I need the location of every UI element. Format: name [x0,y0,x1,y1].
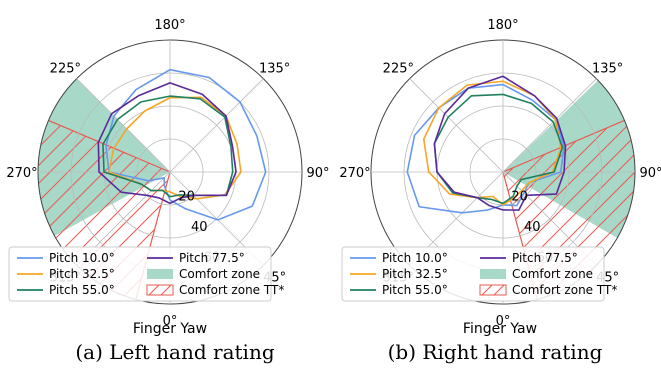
theta-tick-label: 0° [163,314,178,329]
legend-label: Comfort zone TT* [179,283,284,297]
legend-label: Pitch 77.5° [512,251,578,265]
legend-label: Pitch 32.5° [382,267,448,281]
legend-box [8,246,272,302]
spoke-135 [502,78,597,173]
hatch-line [137,120,170,300]
legend-swatch-hatch [160,284,172,296]
hatch-line [119,120,170,300]
legend-box [341,246,605,302]
legend-0: Pitch 10.0° Pitch 32.5° Pitch 55.0° Pitch 7… [8,246,284,302]
legend-swatch [479,284,507,296]
hatch-line [503,120,530,300]
theta-tick-label: 90° [639,166,661,181]
spoke-135 [169,78,264,173]
theta-tick-label: 180° [154,18,185,33]
series-line-1-1 [422,80,562,206]
r-tick-label: 20 [511,189,528,204]
legend-swatch-hatch [148,284,160,296]
r-tick-label: 40 [191,220,208,235]
x-axis-label-right: Finger Yaw [462,321,538,337]
legend-swatch [147,269,173,279]
x-axis-label-left: Finger Yaw [132,321,208,337]
legend-label: Comfort zone [179,267,260,281]
theta-tick-label: 180° [487,18,518,33]
legend-label: Comfort zone [512,267,593,281]
series-line-0-3 [97,82,237,205]
hatch-line [174,0,574,372]
theta-tick-label: 135° [592,61,623,76]
caption-right: (b) Right hand rating [387,340,603,364]
theta-tick-label: 90° [306,166,329,181]
legend-swatch-hatch [493,284,505,296]
legend-label: Pitch 55.0° [382,283,448,297]
series-line-0-0 [105,68,267,221]
theta-tick-label: 225° [383,61,414,76]
legend-label: Pitch 10.0° [382,251,448,265]
theta-tick-label: 0° [496,314,511,329]
r-tick-label: 40 [524,220,541,235]
comfort-zone-1 [503,80,635,238]
theta-tick-label: 270° [339,166,370,181]
legend-label: Pitch 55.0° [49,283,115,297]
hatch-line [93,0,493,372]
spoke-225 [409,78,504,173]
r-tick-label: 20 [178,189,195,204]
series-line-1-0 [406,83,565,214]
legend-swatch [480,269,506,279]
legend-label: Comfort zone TT* [512,283,617,297]
legend-1: Pitch 10.0° Pitch 32.5° Pitch 55.0° Pitch 7… [341,246,617,302]
series-line-1-3 [433,75,567,211]
legend-label: Pitch 32.5° [49,267,115,281]
polar-chart-right: 2040600°45°90°135°180°225°270°315°Pitch … [93,0,661,372]
hatch-line [503,120,548,300]
theta-tick-label: 225° [50,61,81,76]
legend-label: Pitch 10.0° [49,251,115,265]
caption-left: (a) Left hand rating [75,340,275,364]
theta-tick-label: 270° [6,166,37,181]
spoke-225 [76,78,171,173]
hatch-line [503,120,584,300]
legend-swatch-hatch [481,284,493,296]
legend-swatch [146,284,174,296]
legend-label: Pitch 77.5° [179,251,245,265]
theta-tick-label: 135° [259,61,290,76]
